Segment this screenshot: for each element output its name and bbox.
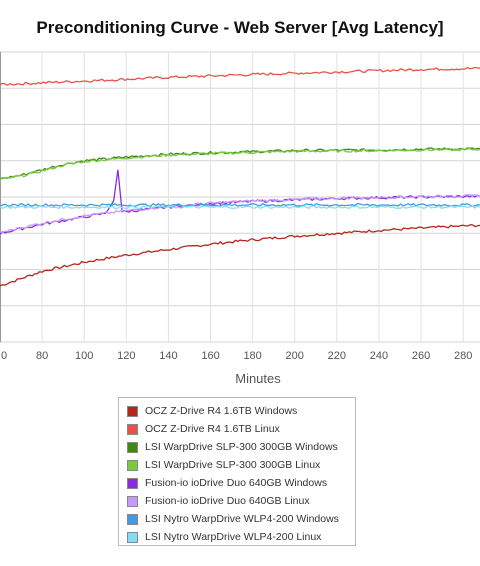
series-line-1 [0,66,480,86]
legend-item: LSI WarpDrive SLP-300 300GB Linux [127,456,355,474]
x-tick-label: 280 [454,350,472,362]
chart-plot: 0 80 100 120 140 160 180 200 220 240 260 280 Minute… [0,51,480,386]
x-tick-label: 220 [328,350,346,362]
legend-swatch [127,495,138,507]
legend-item: Fusion-io ioDrive Duo 640GB Linux [127,492,355,510]
x-tick-label: 200 [286,350,304,362]
legend-label: LSI Nytro WarpDrive WLP4-200 Linux [145,531,322,543]
series-line-5 [0,194,480,233]
x-tick-label: 100 [75,350,93,362]
chart-title: Preconditioning Curve - Web Server [Avg … [36,18,444,37]
x-axis-title: Minutes [235,371,281,386]
x-tick-label: 160 [201,350,219,362]
x-tick-label: 120 [117,350,135,362]
x-tick-label: 80 [36,350,48,362]
series-line-3 [0,147,480,181]
legend-swatch [127,513,138,525]
legend-item: OCZ Z-Drive R4 1.6TB Linux [127,420,355,438]
legend-swatch [127,531,138,543]
legend-item: Fusion-io ioDrive Duo 640GB Windows [127,474,355,492]
legend-label: Fusion-io ioDrive Duo 640GB Linux [145,495,310,507]
legend-item: LSI Nytro WarpDrive WLP4-200 Windows [127,510,355,528]
legend: OCZ Z-Drive R4 1.6TB Windows OCZ Z-Drive … [118,397,356,546]
x-tick-label: 140 [159,350,177,362]
x-tick-label: 180 [243,350,261,362]
legend-label: LSI WarpDrive SLP-300 300GB Linux [145,459,321,471]
legend-label: Fusion-io ioDrive Duo 640GB Windows [145,477,328,489]
x-tick-label: 260 [412,350,430,362]
legend-swatch [127,423,138,435]
x-tick-label: 0 [1,350,7,362]
legend-item: LSI Nytro WarpDrive WLP4-200 Linux [127,528,355,546]
legend-swatch [127,405,138,417]
x-tick-labels: 0 80 100 120 140 160 180 200 220 240 260 280 [1,350,472,362]
legend-label: OCZ Z-Drive R4 1.6TB Linux [145,423,280,435]
legend-swatch [127,441,138,453]
legend-item: OCZ Z-Drive R4 1.6TB Windows [127,402,355,420]
series-line-0 [0,224,480,287]
series-layer [0,66,480,287]
x-tick-label: 240 [370,350,388,362]
legend-item: LSI WarpDrive SLP-300 300GB Windows [127,438,355,456]
legend-label: OCZ Z-Drive R4 1.6TB Windows [145,405,298,417]
legend-swatch [127,477,138,489]
legend-label: LSI WarpDrive SLP-300 300GB Windows [145,441,338,453]
grid [0,51,480,343]
series-line-7 [0,204,480,210]
series-line-6 [0,202,480,208]
legend-label: LSI Nytro WarpDrive WLP4-200 Windows [145,513,339,525]
legend-swatch [127,459,138,471]
